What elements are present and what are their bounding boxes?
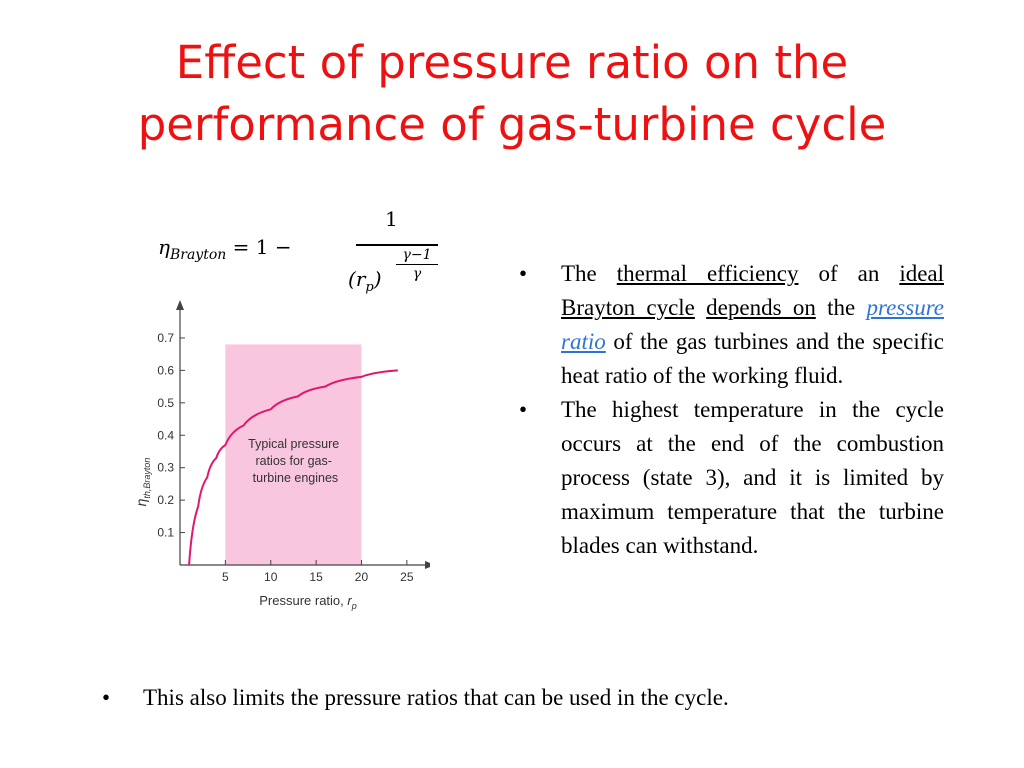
x-axis-label-var: r bbox=[347, 593, 352, 608]
bullet-dot: • bbox=[102, 685, 111, 710]
formula-rp: r bbox=[355, 267, 366, 291]
right-bullet-list: • The thermal efficiency of an ideal Bra… bbox=[510, 257, 944, 563]
x-tick-label: 20 bbox=[355, 570, 369, 584]
formula-lhs: ηBrayton = 1 − bbox=[158, 235, 292, 263]
formula-numerator: 1 bbox=[385, 207, 398, 231]
b1-text-5: of the gas turbines and the specific hea… bbox=[561, 329, 944, 388]
formula-fraction-bar bbox=[356, 244, 438, 246]
slide-title: Effect of pressure ratio on the performa… bbox=[60, 32, 964, 156]
shaded-label-line-1: Typical pressure bbox=[248, 437, 339, 451]
y-tick-label: 0.5 bbox=[157, 396, 174, 410]
x-axis-label-text: Pressure ratio, bbox=[259, 593, 347, 608]
y-axis-label-symbol: η bbox=[133, 498, 149, 506]
y-tick-label: 0.7 bbox=[157, 331, 174, 345]
series-layer bbox=[188, 369, 398, 566]
x-tick-label: 10 bbox=[264, 570, 278, 584]
formula-eta: η bbox=[158, 235, 170, 259]
formula-exponent: γ−1 γ bbox=[396, 247, 438, 282]
formula-exponent-numerator: γ−1 bbox=[402, 247, 432, 263]
b1-text-4: the bbox=[815, 295, 867, 320]
formula-equals-one-minus: = 1 − bbox=[232, 235, 292, 259]
y-tick-label: 0.2 bbox=[157, 493, 174, 507]
x-tick-label: 25 bbox=[400, 570, 414, 584]
y-tick-label: 0.3 bbox=[157, 461, 174, 475]
x-axis-label: Pressure ratio, rp bbox=[259, 593, 357, 611]
b1-text-2: of an bbox=[798, 261, 900, 286]
x-tick-label: 15 bbox=[309, 570, 323, 584]
b1-underline-ideal-brayton: ideal Brayton cycle bbox=[561, 261, 945, 320]
b1-underline-thermal-efficiency: thermal efficiency bbox=[616, 261, 799, 286]
formula-denominator: (rp) bbox=[348, 267, 382, 295]
y-axis-label: ηth,Brayton bbox=[133, 458, 152, 507]
b2-text: The highest temperature in the cycle occ… bbox=[561, 397, 944, 558]
y-tick-label: 0.1 bbox=[157, 526, 174, 540]
efficiency-chart: Typical pressure ratios for gas- turbine… bbox=[133, 300, 430, 611]
b1-text-1: The bbox=[561, 261, 617, 286]
x-axis-label-subscript: p bbox=[351, 601, 357, 611]
efficiency-curve bbox=[188, 369, 398, 566]
bullet-efficiency: • The thermal efficiency of an ideal Bra… bbox=[510, 257, 944, 393]
brayton-efficiency-formula: ηBrayton = 1 − 1 (rp) γ−1 γ bbox=[158, 204, 458, 304]
b1-underline-depends-on: depends on bbox=[706, 295, 816, 320]
bullet-dot: • bbox=[519, 397, 528, 422]
bullet-dot: • bbox=[519, 261, 528, 286]
title-line-2: performance of gas-turbine cycle bbox=[137, 98, 887, 151]
formula-eta-subscript: Brayton bbox=[169, 247, 227, 263]
bullet-highest-temperature: • The highest temperature in the cycle o… bbox=[510, 393, 944, 563]
x-tick-label: 5 bbox=[222, 570, 229, 584]
y-axis-label-subscript: th,Brayton bbox=[142, 458, 152, 499]
shaded-region-label: Typical pressure ratios for gas- turbine… bbox=[248, 437, 342, 485]
b1-text-3 bbox=[695, 295, 706, 320]
ticks-layer: 0.1 0.2 0.3 0.4 0.5 0.6 0.7 5 10 15 20 25 bbox=[157, 331, 414, 584]
shaded-label-line-2: ratios for gas- bbox=[255, 454, 331, 468]
x-axis-arrow bbox=[425, 561, 430, 569]
formula-rp-subscript: p bbox=[365, 280, 374, 295]
y-tick-label: 0.4 bbox=[157, 428, 174, 442]
shaded-label-line-3: turbine engines bbox=[253, 471, 338, 485]
formula-exponent-bar bbox=[396, 264, 438, 265]
b3-text: This also limits the pressure ratios tha… bbox=[143, 685, 729, 710]
axes-layer bbox=[176, 300, 430, 569]
formula-exponent-denominator: γ bbox=[412, 266, 422, 282]
pressure-ratio-link[interactable]: pressure ratio bbox=[561, 295, 944, 354]
y-axis-arrow bbox=[176, 300, 184, 310]
title-line-1: Effect of pressure ratio on the bbox=[175, 36, 849, 89]
y-tick-label: 0.6 bbox=[157, 363, 174, 377]
